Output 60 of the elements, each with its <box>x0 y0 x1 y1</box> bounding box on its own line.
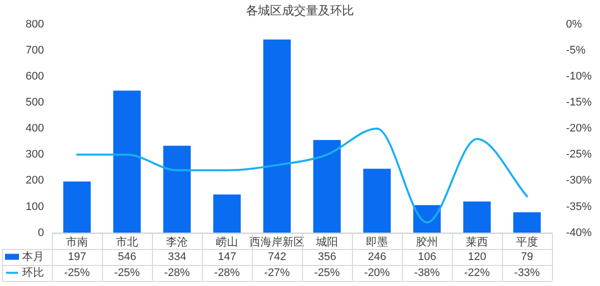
y-tick-label: 300 <box>26 148 44 161</box>
data-label: -22% <box>464 266 490 279</box>
data-label: -25% <box>64 266 90 279</box>
bar <box>163 146 191 233</box>
x-tick-label: 崂山 <box>216 235 238 248</box>
data-label: 246 <box>368 250 386 263</box>
y2-tick-label: -20% <box>566 122 592 135</box>
y2-tick-label: -30% <box>566 174 592 187</box>
data-label: -25% <box>114 266 140 279</box>
x-tick-label: 市北 <box>116 235 138 248</box>
y-tick-label: 400 <box>26 122 44 135</box>
data-label: -28% <box>164 266 190 279</box>
y-tick-label: 100 <box>26 200 44 213</box>
y2-tick-label: -10% <box>566 70 592 83</box>
bar <box>513 212 541 233</box>
bar <box>63 181 91 233</box>
legend-label: 本月 <box>22 250 44 263</box>
y-tick-label: 600 <box>26 70 44 83</box>
bar <box>363 168 391 233</box>
legend-label: 环比 <box>22 266 44 279</box>
x-tick-label: 莱西 <box>466 235 488 248</box>
data-label: -38% <box>414 266 440 279</box>
data-label: -33% <box>514 266 540 279</box>
x-tick-label: 即墨 <box>366 236 388 248</box>
x-tick-label: 市南 <box>66 235 88 248</box>
y2-tick-label: -15% <box>566 96 592 109</box>
x-tick-label: 李沧 <box>166 235 188 248</box>
data-label: 197 <box>68 250 86 263</box>
y-tick-label: 0 <box>38 226 44 239</box>
y-tick-label: 800 <box>26 18 44 30</box>
data-label: 106 <box>418 250 436 263</box>
data-label: 147 <box>218 250 236 263</box>
y-tick-label: 700 <box>26 44 44 56</box>
data-label: 334 <box>168 250 186 263</box>
bar <box>463 202 491 233</box>
data-label: 742 <box>268 250 286 263</box>
line-series <box>76 128 528 224</box>
y-tick-label: 500 <box>26 96 44 109</box>
y2-tick-label: -5% <box>566 44 586 56</box>
bar <box>213 194 241 233</box>
data-label: -25% <box>314 266 340 279</box>
bar <box>263 40 291 233</box>
data-label: -27% <box>264 266 290 279</box>
bar <box>113 90 141 233</box>
x-tick-label: 城阳 <box>315 235 338 248</box>
y2-tick-label: -35% <box>566 200 592 213</box>
bar <box>313 140 341 233</box>
data-label: -20% <box>364 266 390 279</box>
data-label: 120 <box>468 250 486 263</box>
y2-tick-label: 0% <box>566 18 582 30</box>
y2-tick-label: -25% <box>566 148 592 161</box>
y2-tick-label: -40% <box>566 226 592 239</box>
chart-title: 各城区成交量及环比 <box>246 4 354 18</box>
y-tick-label: 200 <box>26 174 44 187</box>
data-label: 546 <box>118 250 136 263</box>
data-label: -28% <box>214 266 240 279</box>
data-label: 356 <box>318 250 336 263</box>
data-label: 79 <box>520 250 534 263</box>
x-tick-label: 平度 <box>516 235 538 248</box>
x-tick-label: 胶州 <box>416 235 438 248</box>
